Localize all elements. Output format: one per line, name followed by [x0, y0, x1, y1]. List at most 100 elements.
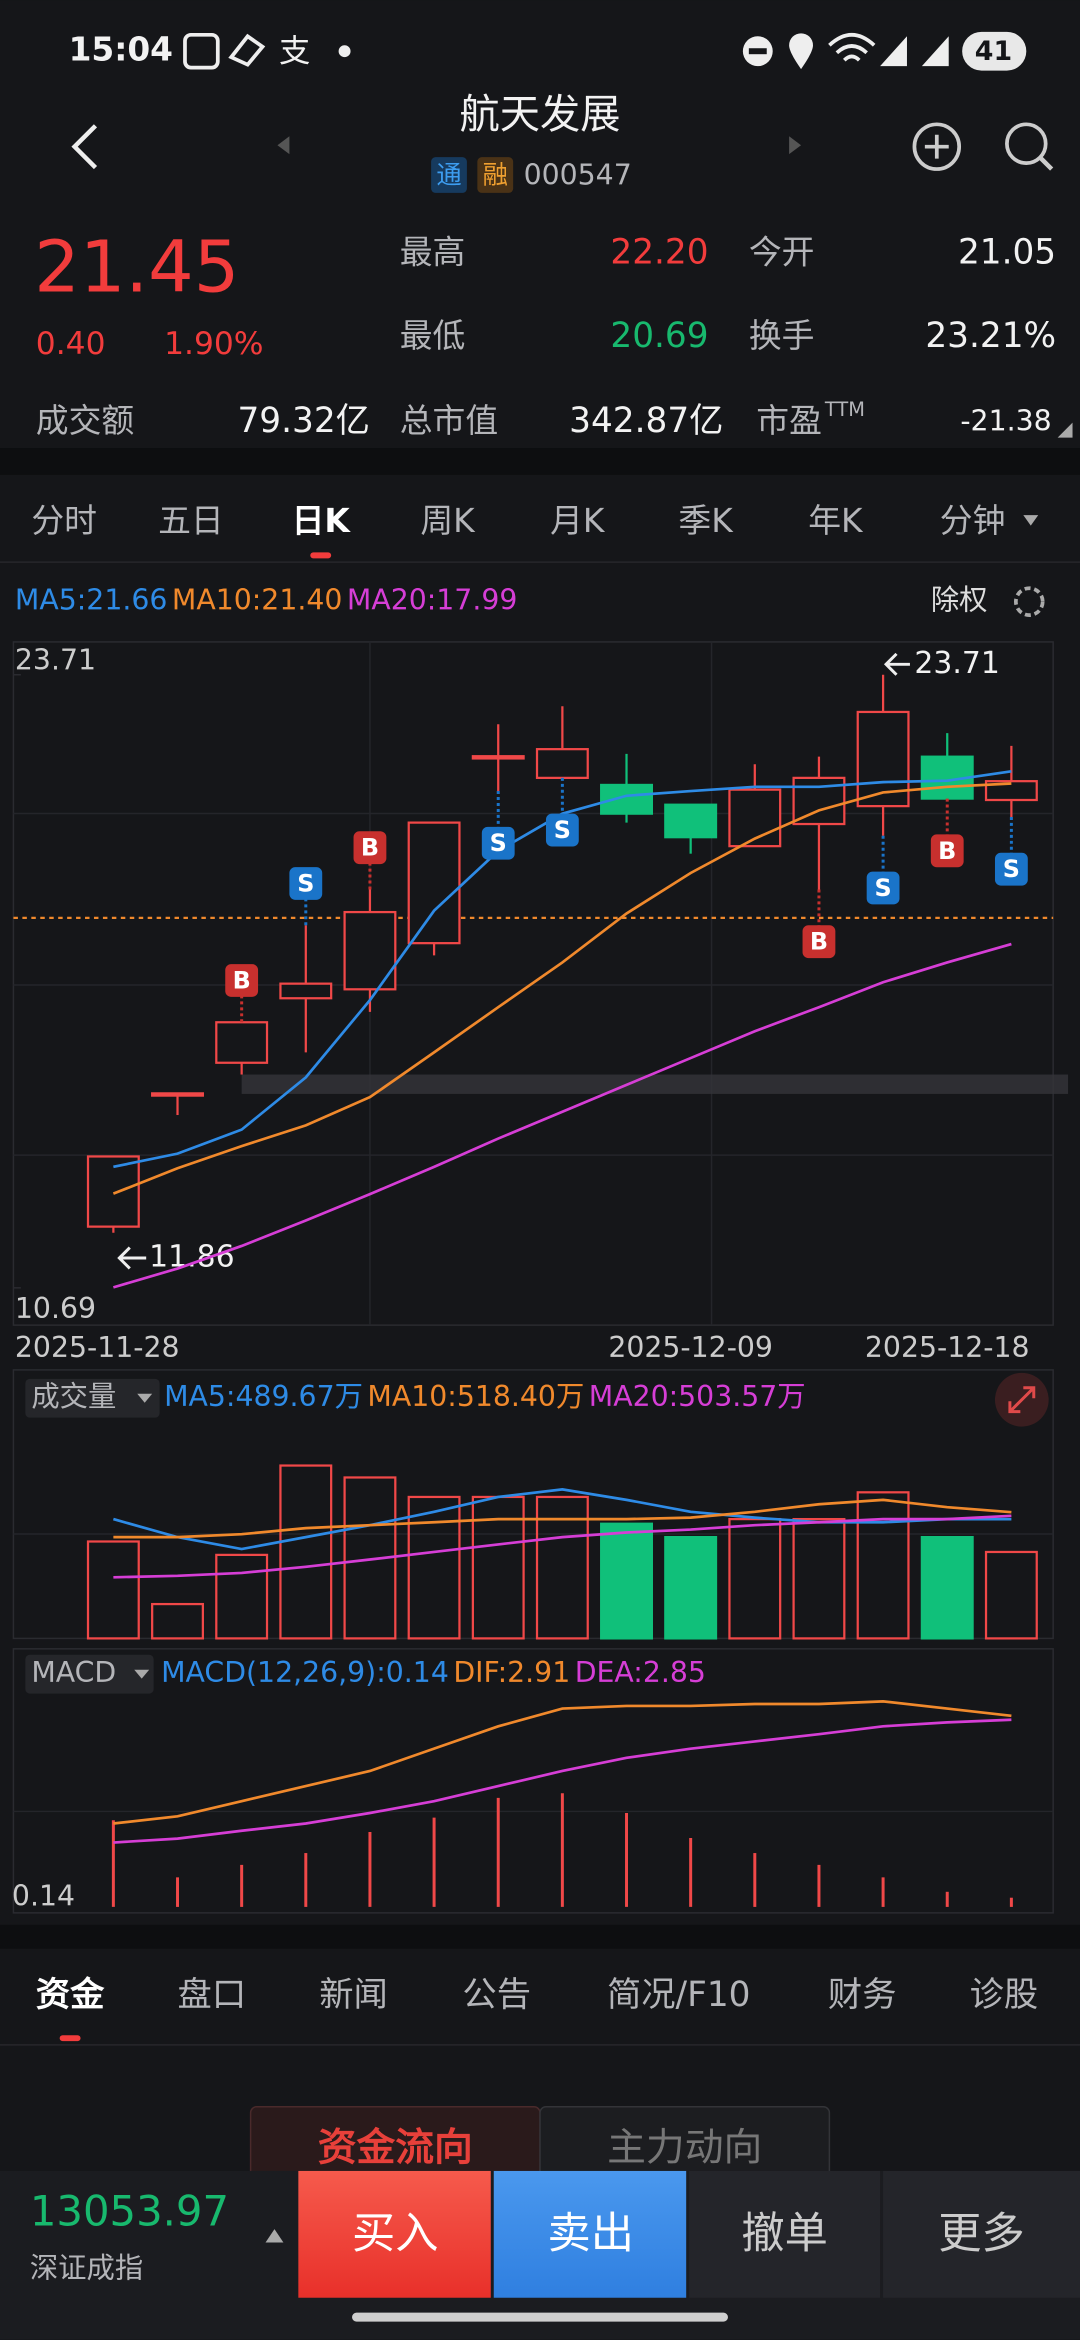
signal-badge [802, 925, 836, 959]
signal-label: S [875, 874, 892, 902]
index-toggle[interactable] [265, 2229, 284, 2243]
sell-button[interactable] [493, 2170, 687, 2298]
search-icon [1038, 155, 1054, 171]
status-app-icon: 支 [279, 34, 310, 70]
candle-body [86, 1155, 140, 1228]
button-label: 卖出 [547, 2209, 634, 2259]
low-annotation: 11.86 [149, 1240, 234, 1275]
status-icon [183, 32, 220, 70]
stat-value: 21.05 [958, 233, 1056, 273]
tag-box [431, 157, 467, 193]
buy-button[interactable] [298, 2170, 491, 2298]
dnd-icon [748, 48, 767, 55]
candle-body [215, 1021, 269, 1064]
price-change-pct: 1.90% [164, 326, 263, 362]
status-icon [228, 33, 266, 67]
info-tab[interactable]: 新闻 [319, 1975, 388, 2015]
wifi-icon [828, 32, 876, 62]
tag-box [477, 157, 514, 193]
signal-label: B [233, 966, 251, 994]
divider [0, 2044, 1080, 2046]
info-tab[interactable]: 公告 [462, 1975, 531, 2015]
legend-entry: MA10:518.40万 [367, 1380, 584, 1413]
info-tab[interactable]: 资金 [36, 1975, 105, 2015]
period-tab[interactable]: 月K [550, 502, 606, 540]
adjust-button[interactable]: 除权 [931, 584, 988, 617]
candle-body [471, 755, 525, 760]
chart-frame [12, 1369, 1054, 1640]
stat-label: 最高 [400, 234, 466, 272]
signal-badge [545, 813, 579, 847]
signal-badge [481, 826, 515, 860]
divider [0, 561, 1080, 563]
button-label: 更多 [938, 2209, 1025, 2259]
period-tab[interactable]: 五日 [158, 502, 224, 540]
period-tab[interactable]: 日K [292, 502, 352, 540]
info-tab[interactable]: 财务 [828, 1975, 897, 2015]
signal-label: S [490, 829, 507, 857]
candle-body [600, 783, 653, 815]
macd-legend: MACD(12,26,9):0.14 DIF:2.91 DEA:2.85 [161, 1656, 706, 1689]
period-tab[interactable]: 分钟 [940, 502, 1006, 540]
cancel-button[interactable] [689, 2170, 881, 2298]
candle-body [535, 748, 589, 779]
volume-bar [86, 1540, 140, 1640]
indicator-select[interactable] [25, 1654, 154, 1694]
stat-value: 20.69 [610, 316, 708, 356]
macd-plot: 0.14 [12, 1700, 1013, 1913]
back-button[interactable] [71, 124, 98, 170]
volume-bar [535, 1495, 589, 1640]
period-tabs: 分时 五日 日K 周K 月K 季K 年K 分钟 [31, 502, 1005, 540]
settings-button[interactable] [1013, 586, 1045, 617]
y-tick-label: 23.71 [15, 643, 96, 676]
period-tab[interactable]: 分时 [31, 502, 97, 540]
macd-title: MACD [31, 1656, 116, 1689]
volume-bar [151, 1602, 204, 1640]
dropdown-arrow[interactable] [1023, 515, 1039, 526]
info-tab[interactable]: 简况/F10 [607, 1975, 751, 2015]
signal-icon [880, 36, 907, 67]
divider [0, 448, 1080, 475]
ma-line [113, 1718, 1012, 1844]
indicator-select[interactable] [25, 1378, 160, 1418]
tab-indicator [59, 2035, 81, 2042]
stat-label-sup: TTM [824, 398, 865, 421]
more-button[interactable] [883, 2170, 1080, 2298]
fund-tab-label: 资金流向 [318, 2126, 473, 2171]
stock-code: 000547 [524, 159, 632, 192]
period-tab[interactable]: 年K [808, 502, 864, 540]
info-tab[interactable]: 诊股 [970, 1975, 1039, 2015]
candle-body [984, 780, 1038, 802]
prev-stock[interactable] [277, 136, 290, 155]
fund-tab-label: 主力动向 [607, 2126, 762, 2171]
volume-bar [407, 1495, 461, 1640]
stock-name: 航天发展 [459, 92, 620, 138]
fullscreen-icon [1008, 1386, 1036, 1414]
volume-bar [856, 1491, 910, 1640]
add-button[interactable] [912, 122, 962, 171]
ma-line [113, 1700, 1012, 1825]
legend-entry: MA20:17.99 [347, 584, 518, 617]
candle-body [151, 1092, 204, 1097]
ma-legend: MA5:21.66 MA10:21.40 MA20:17.99 [15, 584, 517, 617]
period-tab[interactable]: 周K [420, 502, 476, 540]
add-icon [924, 134, 949, 159]
legend-entry: DEA:2.85 [575, 1656, 706, 1689]
dropdown-arrow [134, 1669, 150, 1679]
index-value: 13053.97 [30, 2187, 229, 2236]
signal-icon [921, 36, 949, 67]
location-icon [789, 33, 813, 70]
legend-entry: MA20:503.57万 [589, 1380, 806, 1413]
next-stock[interactable] [789, 136, 802, 155]
button-label: 买入 [352, 2209, 439, 2259]
info-tab[interactable]: 盘口 [178, 1975, 247, 2015]
legend-entry: DIF:2.91 [453, 1656, 570, 1689]
price-plot: 23.71 10.69 2025-11-28 2025-12-09 2025-12-18… [13, 643, 1038, 1364]
stat-label: 换手 [749, 317, 815, 355]
info-tabs: 资金 盘口 新闻 公告 简况/F10 财务 诊股 [36, 1975, 1038, 2015]
period-tab[interactable]: 季K [678, 502, 734, 540]
status-dot [338, 45, 351, 58]
search-button[interactable] [1005, 122, 1048, 165]
